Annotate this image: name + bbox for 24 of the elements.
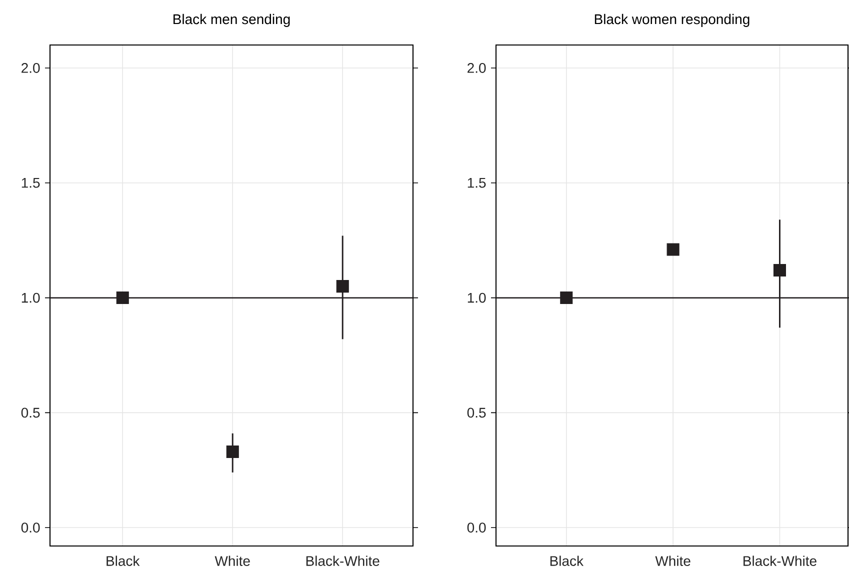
- point: [336, 280, 349, 293]
- y-tick-label: 1.0: [22, 292, 40, 303]
- x-tick-label: Black-White: [306, 556, 380, 566]
- point: [773, 264, 786, 276]
- x-tick-label: White: [214, 556, 250, 566]
- y-tick-label: 2.0: [468, 63, 486, 73]
- point: [560, 292, 573, 304]
- x-tick-label: Black-White: [744, 556, 816, 566]
- y-tick-label: 0.5: [21, 408, 40, 418]
- y-tick-label: 1.5: [468, 178, 486, 188]
- y-tick-label: 0.0: [21, 522, 40, 533]
- point: [226, 445, 239, 458]
- y-tick-label: 2.0: [22, 63, 40, 73]
- point: [666, 243, 680, 256]
- y-tick-label: 0.0: [467, 522, 486, 533]
- x-tick-label: Black: [550, 556, 584, 566]
- x-tick-label: White: [655, 556, 690, 566]
- chart-title: Black women responding: [594, 14, 750, 27]
- chart-title: Black men sending: [174, 14, 290, 27]
- y-tick-label: 0.5: [467, 408, 486, 418]
- x-tick-label: Black: [106, 556, 140, 566]
- y-tick-label: 1.0: [468, 292, 486, 303]
- point: [116, 292, 129, 304]
- y-tick-label: 1.5: [22, 178, 40, 188]
